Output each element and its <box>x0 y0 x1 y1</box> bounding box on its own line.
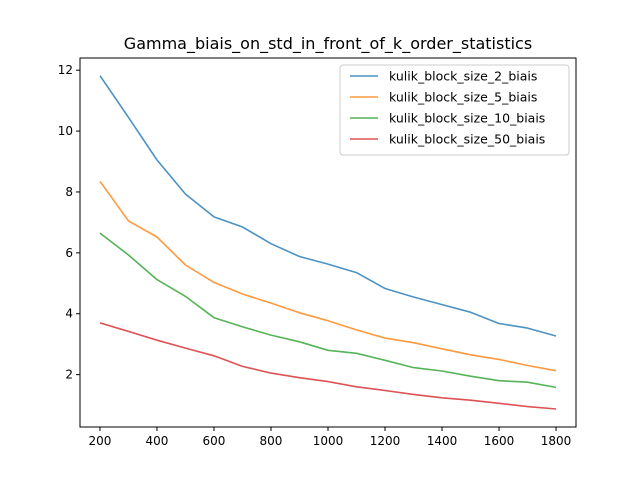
series-line-kulik-block-size-10-biais <box>99 232 557 389</box>
legend-label: kulik_block_size_50_biais <box>389 132 545 147</box>
y-axis: 2 4 6 8 10 12 <box>58 63 80 382</box>
y-tick-label: 6 <box>65 246 73 260</box>
series-line-kulik-block-size-2-biais <box>99 75 557 337</box>
legend-label: kulik_block_size_2_biais <box>389 69 537 84</box>
series-line-kulik-block-size-5-biais <box>99 180 557 372</box>
x-tick-label: 800 <box>260 434 283 448</box>
chart-title: Gamma_biais_on_std_in_front_of_k_order_s… <box>124 34 532 54</box>
legend: kulik_block_size_2_biais kulik_block_size… <box>339 64 570 156</box>
legend-box <box>339 64 570 156</box>
x-tick-label: 1600 <box>484 434 515 448</box>
x-tick-label: 200 <box>89 434 112 448</box>
y-tick-label: 12 <box>58 63 73 77</box>
y-tick-label: 10 <box>58 124 73 138</box>
legend-label: kulik_block_size_10_biais <box>389 111 545 126</box>
x-tick-label: 600 <box>203 434 226 448</box>
x-tick-label: 1400 <box>427 434 458 448</box>
x-axis: 200 400 600 800 1000 1200 1400 1600 1800 <box>89 427 572 448</box>
x-tick-label: 1200 <box>370 434 401 448</box>
x-tick-label: 1800 <box>541 434 572 448</box>
x-tick-label: 1000 <box>313 434 344 448</box>
legend-label: kulik_block_size_5_biais <box>389 90 537 105</box>
y-tick-label: 4 <box>65 307 73 321</box>
y-tick-label: 2 <box>65 368 73 382</box>
series-line-kulik-block-size-50-biais <box>99 322 557 410</box>
y-tick-label: 8 <box>65 185 73 199</box>
plot-area <box>99 75 557 410</box>
x-tick-label: 400 <box>146 434 169 448</box>
